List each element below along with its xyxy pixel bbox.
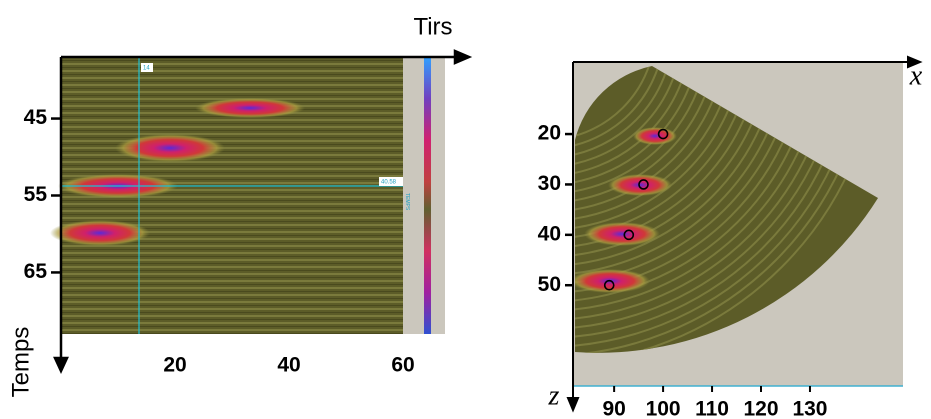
y-tick-label: 45 [24,106,48,129]
x-tick-label: 110 [695,398,729,419]
colorbar-label: TEMPS [404,193,410,211]
y-tick-label: 65 [24,260,48,283]
x-tick-label: 120 [743,398,778,419]
y-axis-label: Temps [7,327,34,398]
y-tick-label: 55 [24,183,48,206]
x-axis-label: x [909,60,923,91]
y-tick-label: 20 [538,122,561,145]
x-tick-label: 100 [646,398,681,419]
y-axis-label: z [548,380,560,411]
x-tick-label: 130 [792,398,827,419]
left-axes [53,49,473,374]
right-image [573,62,903,387]
y-tick-label: 30 [538,172,561,195]
cursor-x-label: 14 [143,66,150,72]
point [623,229,635,241]
x-tick-label: 60 [391,354,414,377]
left-image: 14 40.58 TEMPS [50,57,445,334]
point [638,179,649,190]
x-tick-label: 90 [602,398,625,419]
x-tick-label: 40 [277,354,300,377]
y-tick-label: 40 [538,222,561,245]
x-tick-label: 20 [163,354,186,377]
right-axes [566,55,923,413]
cursor-y-label: 40.58 [381,180,397,186]
y-tick-label: 50 [538,273,561,296]
x-axis-label: Tirs [413,13,452,40]
point [657,128,669,140]
point [603,279,615,291]
